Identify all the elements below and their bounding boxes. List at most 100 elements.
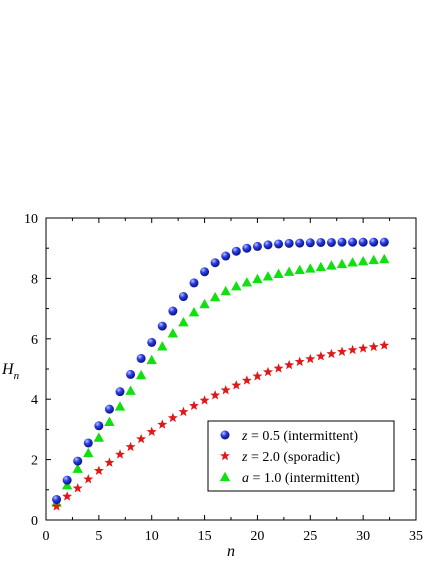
data-point-circle xyxy=(326,237,336,247)
data-point-star xyxy=(326,348,337,359)
y-tick-label: 0 xyxy=(31,514,38,529)
data-point-star xyxy=(368,341,379,352)
y-axis-label: Hn xyxy=(1,361,20,382)
data-point-triangle xyxy=(379,253,390,264)
data-point-star xyxy=(93,465,104,475)
tick-labels: 0 5 10 15 20 25 30 35 0 2 4 6 8 10 xyxy=(24,212,423,544)
data-point-star xyxy=(136,433,147,444)
data-point-star xyxy=(315,351,326,361)
data-point-circle xyxy=(157,321,167,331)
data-point-triangle xyxy=(199,298,210,309)
data-point-circle xyxy=(104,404,114,414)
data-point-circle xyxy=(83,438,93,448)
data-point-circle xyxy=(305,238,315,248)
y-tick-label: 10 xyxy=(24,212,38,227)
axis-ticks xyxy=(45,217,417,521)
data-point-circle xyxy=(168,306,178,316)
data-point-triangle xyxy=(188,307,200,317)
data-point-circle xyxy=(284,238,294,248)
x-tick-label: 20 xyxy=(250,529,264,544)
data-point-circle xyxy=(62,475,72,485)
data-point-circle xyxy=(379,237,389,247)
data-point-circle xyxy=(178,292,188,302)
data-point-circle xyxy=(316,237,326,247)
data-point-triangle xyxy=(220,285,231,296)
legend-variable: a xyxy=(242,471,249,486)
x-tick-label: 30 xyxy=(356,529,370,544)
data-point-circle xyxy=(200,267,210,277)
data-point-circle xyxy=(358,237,368,247)
data-point-triangle xyxy=(252,273,263,284)
y-tick-label: 2 xyxy=(31,454,38,469)
legend-label: = 1.0 (intermittent) xyxy=(249,471,360,486)
legend-label: = 2.0 (sporadic) xyxy=(247,450,340,465)
data-point-triangle xyxy=(114,401,126,411)
data-point-triangle xyxy=(305,263,316,273)
data-point-circle xyxy=(369,237,379,247)
data-point-star xyxy=(62,491,73,501)
data-point-triangle xyxy=(262,271,274,281)
legend-label: = 0.5 (intermittent) xyxy=(247,429,358,444)
x-tick-label: 10 xyxy=(145,529,159,544)
data-point-triangle xyxy=(178,316,189,327)
x-tick-label: 5 xyxy=(95,529,102,544)
data-point-star xyxy=(51,501,62,511)
data-point-triangle xyxy=(167,328,179,338)
legend-marker-circle xyxy=(220,430,230,440)
data-point-star xyxy=(72,483,83,493)
y-tick-label: 6 xyxy=(31,333,38,348)
data-point-triangle xyxy=(209,291,221,302)
x-axis-label: n xyxy=(227,543,235,560)
data-point-triangle xyxy=(93,432,105,442)
legend-box xyxy=(207,420,395,492)
data-point-circle xyxy=(115,387,125,397)
data-point-triangle xyxy=(83,447,94,458)
data-point-star xyxy=(347,344,358,355)
data-point-triangle xyxy=(241,277,253,287)
data-point-star xyxy=(337,346,347,356)
data-point-star xyxy=(125,441,136,452)
series-2 xyxy=(51,340,390,511)
data-point-star xyxy=(231,380,242,390)
legend-variable: z xyxy=(241,450,248,465)
data-point-star xyxy=(305,353,316,364)
data-point-triangle xyxy=(326,260,337,270)
y-axis-label-subscript: n xyxy=(14,370,20,382)
data-point-triangle xyxy=(157,341,168,351)
data-point-triangle xyxy=(283,266,295,276)
data-point-triangle xyxy=(125,385,136,395)
data-point-triangle xyxy=(357,255,369,266)
data-point-star xyxy=(83,474,94,484)
legend-marker-triangle xyxy=(219,471,231,482)
data-point-circle xyxy=(210,258,220,268)
data-point-star xyxy=(241,375,252,385)
data-points xyxy=(51,237,390,511)
data-point-star xyxy=(210,390,221,400)
data-point-star xyxy=(273,363,284,373)
data-point-circle xyxy=(274,239,284,249)
data-point-circle xyxy=(221,251,231,261)
data-point-triangle xyxy=(336,258,348,269)
data-point-triangle xyxy=(315,261,327,272)
data-point-circle xyxy=(263,240,273,250)
data-point-triangle xyxy=(294,264,305,275)
data-point-circle xyxy=(126,369,136,379)
legend-entry: z = 2.0 (sporadic) xyxy=(241,450,340,465)
data-point-star xyxy=(115,449,125,459)
data-point-circle xyxy=(252,241,262,251)
data-point-star xyxy=(146,426,157,437)
y-tick-label: 4 xyxy=(31,393,38,408)
data-point-star xyxy=(294,356,305,366)
data-point-circle xyxy=(94,421,104,431)
data-point-circle xyxy=(295,238,305,248)
x-tick-label: 35 xyxy=(409,529,423,544)
data-point-triangle xyxy=(347,257,358,267)
data-point-triangle xyxy=(104,416,115,427)
data-point-star xyxy=(284,359,295,370)
data-point-star xyxy=(199,395,210,405)
data-point-triangle xyxy=(61,480,73,490)
x-tick-label: 0 xyxy=(43,529,50,544)
data-point-star xyxy=(379,340,390,350)
series-3 xyxy=(51,253,390,507)
data-point-star xyxy=(358,343,369,353)
